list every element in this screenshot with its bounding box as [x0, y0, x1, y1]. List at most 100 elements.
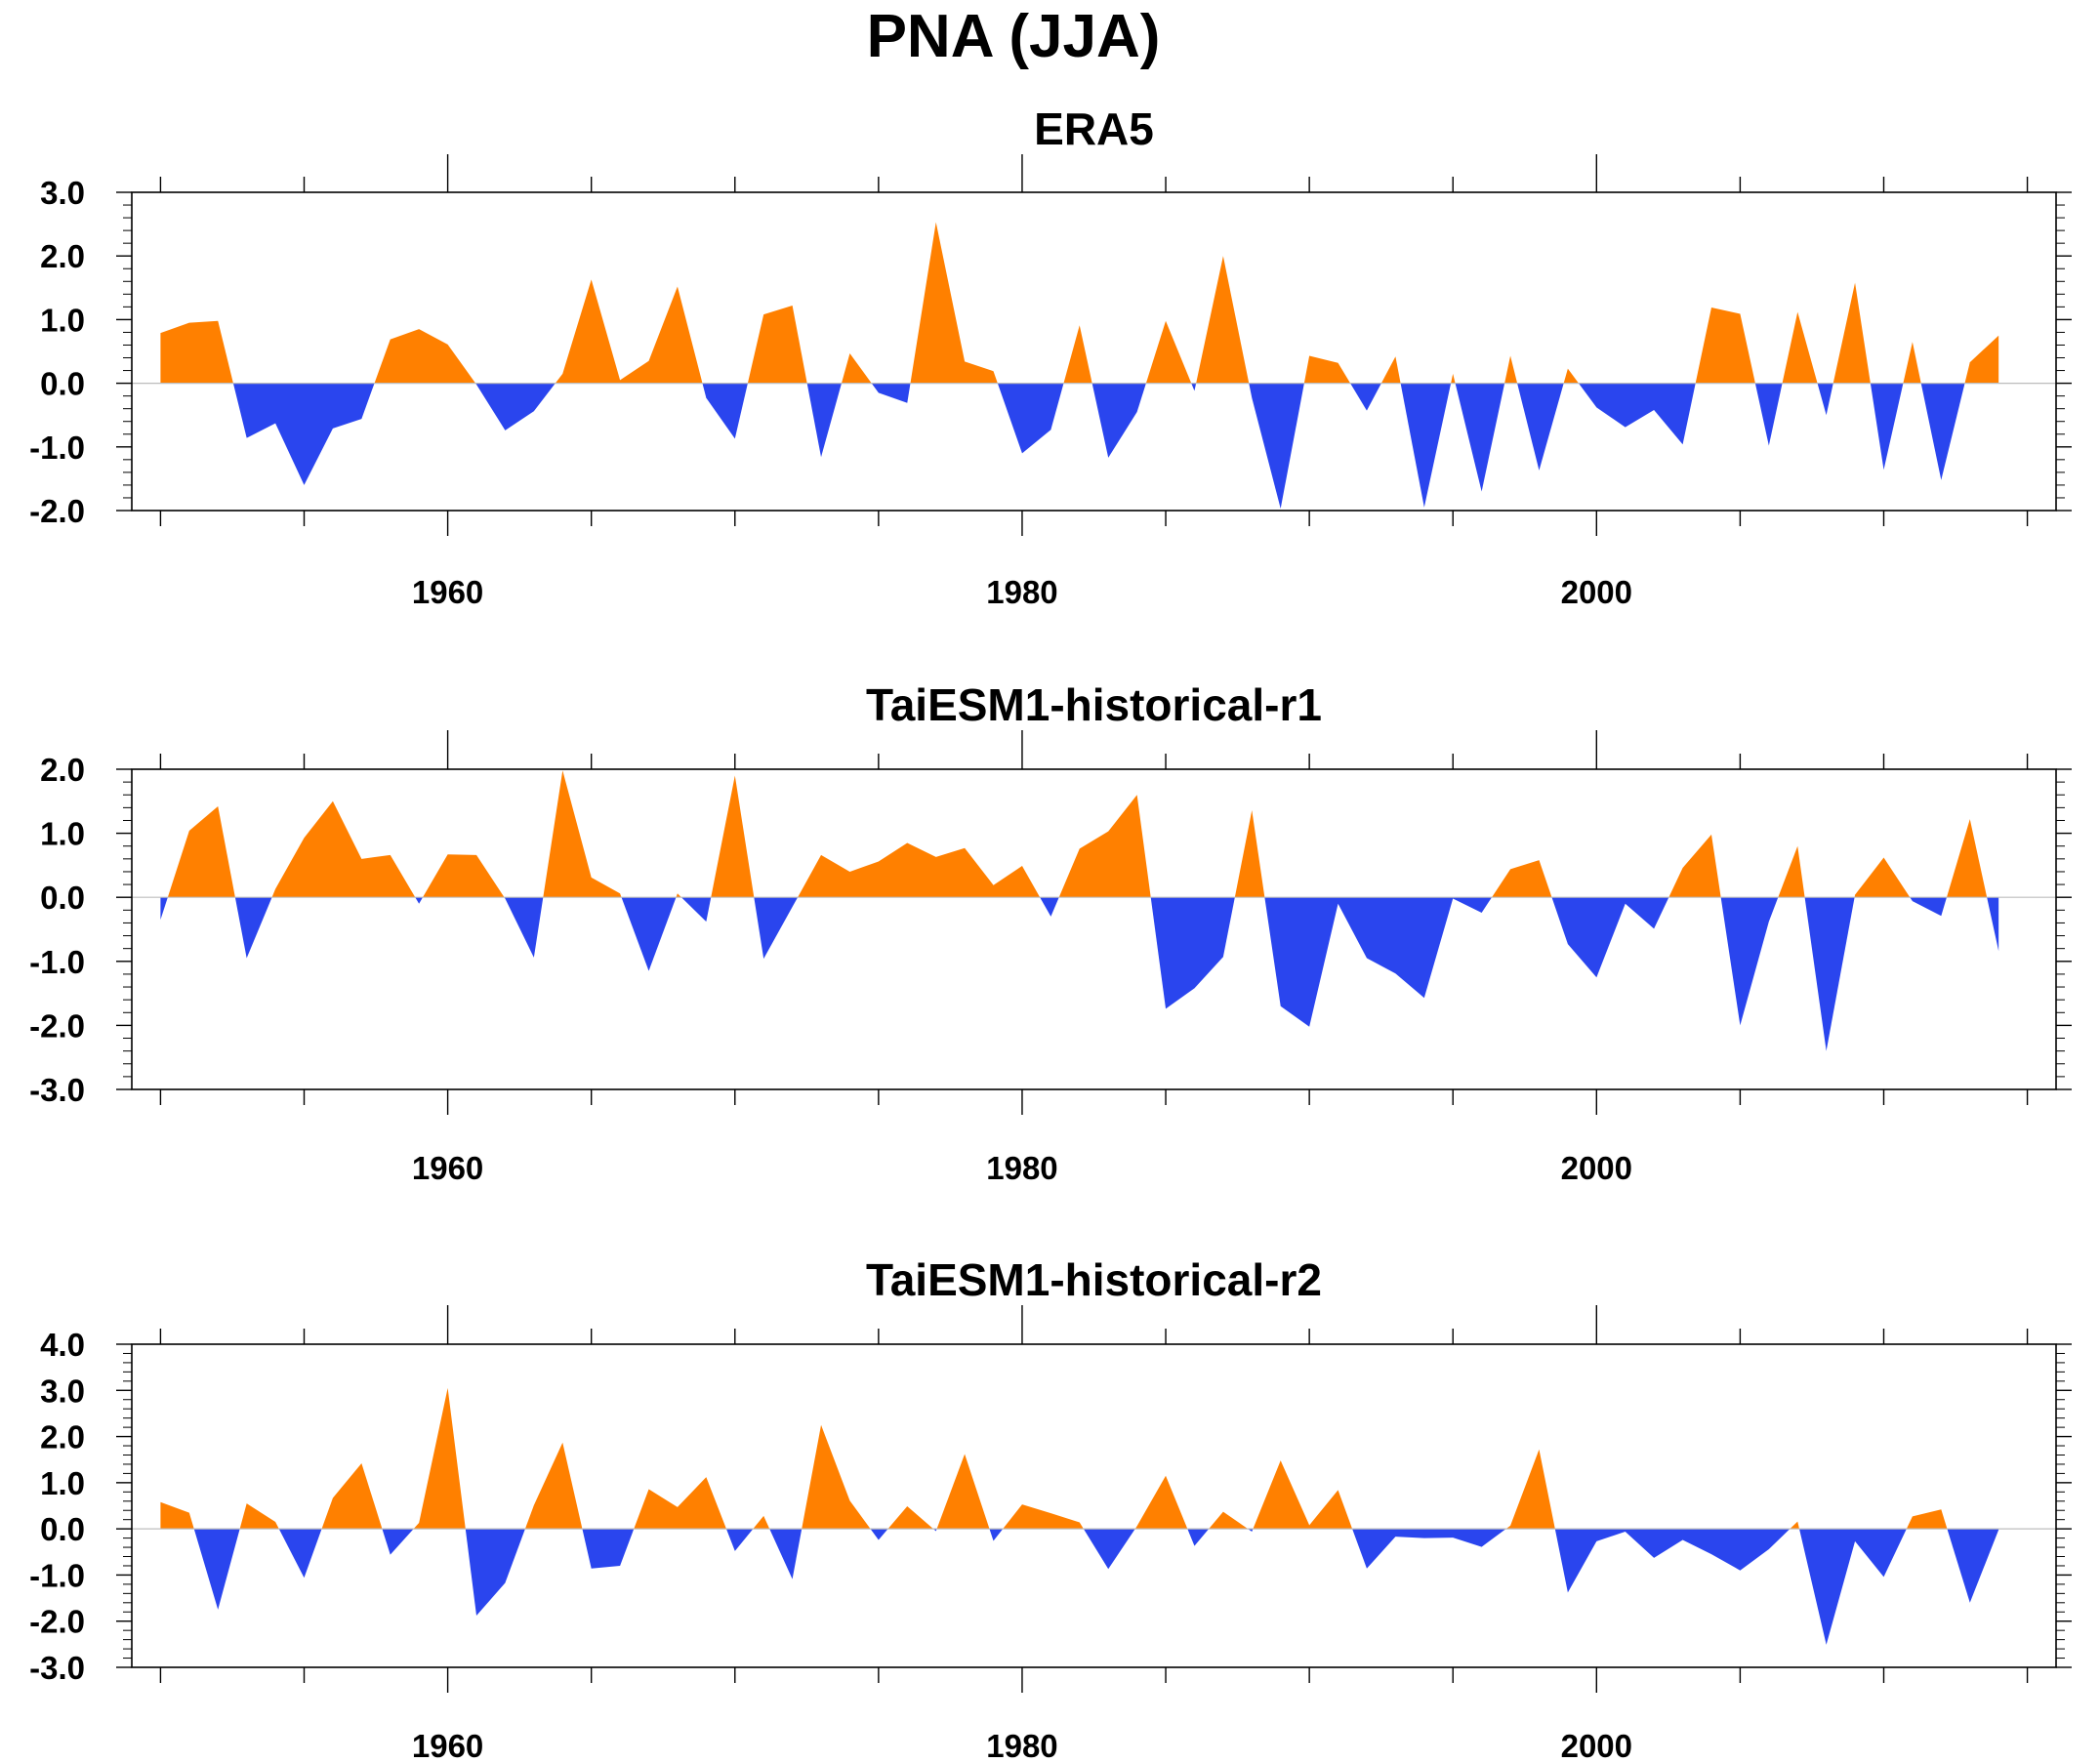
positive-area: [239, 1503, 279, 1530]
panel-title: ERA5: [1034, 103, 1154, 154]
data-point: [160, 920, 161, 921]
positive-area: [1234, 809, 1265, 898]
negative-area: [1987, 897, 1999, 952]
positive-area: [524, 1442, 583, 1530]
y-tick-label: 0.0: [40, 1511, 85, 1547]
positive-area: [160, 1501, 194, 1530]
negative-area: [1754, 383, 1783, 446]
positive-area: [1504, 355, 1518, 384]
positive-area: [747, 306, 807, 384]
negative-area: [1455, 383, 1505, 492]
negative-area: [1091, 383, 1146, 458]
y-tick-label: 4.0: [40, 1327, 85, 1363]
negative-area: [1352, 1529, 1506, 1569]
positive-area: [1492, 860, 1552, 898]
positive-area: [321, 1463, 383, 1530]
x-tick-label: 2000: [1561, 574, 1632, 610]
positive-area: [555, 279, 703, 384]
panel-taiesm1-r2: TaiESM1-historical-r2 4.0 3.0 2.0 1.0 0.0 -1.0…: [29, 1254, 2072, 1763]
y-tick-label: 3.0: [40, 1373, 85, 1409]
positive-area: [711, 775, 755, 898]
negative-area: [1554, 1529, 1791, 1593]
positive-area: [634, 1477, 726, 1530]
positive-area: [676, 893, 681, 898]
negative-area: [234, 897, 272, 959]
positive-area: [423, 854, 505, 898]
positive-area: [798, 842, 1041, 898]
positive-area: [1782, 311, 1818, 384]
negative-area: [1249, 383, 1304, 510]
negative-area: [1578, 383, 1696, 445]
positive-area: [841, 352, 872, 384]
y-tick-label: -2.0: [29, 1604, 85, 1640]
negative-area: [193, 1529, 240, 1610]
positive-area: [543, 770, 622, 898]
x-tick-label: 1960: [412, 574, 483, 610]
negative-area: [989, 1529, 1004, 1541]
positive-area: [1209, 1511, 1249, 1530]
negative-area: [1248, 1529, 1254, 1532]
positive-area: [802, 1424, 871, 1530]
negative-area: [1264, 897, 1493, 1027]
negative-area: [382, 1529, 414, 1555]
x-tick-label: 1980: [986, 1150, 1057, 1186]
negative-area: [1910, 897, 1947, 917]
positive-area: [1058, 795, 1151, 898]
positive-area: [1196, 256, 1250, 384]
positive-area: [1451, 373, 1456, 384]
positive-area: [1253, 1460, 1353, 1530]
y-tick-label: 1.0: [40, 1465, 85, 1501]
y-tick-label: -2.0: [29, 493, 85, 529]
negative-area: [415, 897, 423, 904]
negative-area: [1517, 383, 1564, 471]
positive-area: [271, 800, 416, 898]
y-tick-label: 2.0: [40, 1419, 85, 1456]
positive-area: [1063, 325, 1092, 384]
x-tick-label: 2000: [1561, 1150, 1632, 1186]
negative-area: [621, 897, 677, 971]
negative-area: [769, 1529, 803, 1579]
positive-area: [1145, 320, 1192, 384]
negative-area: [997, 383, 1064, 454]
negative-area: [1150, 897, 1235, 1009]
positive-area: [936, 1454, 990, 1530]
positive-area: [160, 320, 233, 384]
plot-frame: [131, 1343, 2057, 1668]
positive-area: [1134, 1475, 1188, 1530]
x-tick-label: 1960: [412, 1728, 483, 1763]
panel-title: TaiESM1-historical-r2: [866, 1254, 1322, 1305]
y-tick-label: -3.0: [29, 1650, 85, 1686]
negative-area: [1720, 897, 1779, 1026]
positive-area: [887, 1505, 933, 1530]
negative-area: [1920, 383, 1965, 480]
panel-era5: ERA5 3.0 2.0 1.0 0.0 -1.0 -2.0 1960 1980 2000: [29, 103, 2072, 610]
panel-taiesm1-r1: TaiESM1-historical-r1 2.0 1.0 0.0 -1.0 -2.0 -3…: [29, 679, 2072, 1186]
x-tick-label: 1960: [412, 1150, 483, 1186]
negative-area: [1870, 383, 1904, 471]
positive-area: [1906, 1509, 1948, 1530]
negative-area: [504, 897, 544, 958]
negative-area: [1551, 897, 1669, 978]
negative-area: [465, 1529, 525, 1617]
positive-area: [753, 1515, 770, 1530]
y-tick-label: -1.0: [29, 1557, 85, 1593]
positive-area: [910, 222, 998, 384]
x-tick-label: 1980: [986, 1728, 1057, 1763]
y-tick-label: -3.0: [29, 1072, 85, 1108]
positive-area: [1964, 335, 1999, 384]
y-tick-label: 0.0: [40, 880, 85, 916]
negative-area: [702, 383, 748, 439]
y-tick-label: 0.0: [40, 366, 85, 402]
positive-area: [1832, 282, 1871, 384]
negative-area: [160, 897, 168, 921]
y-tick-label: 2.0: [40, 752, 85, 788]
negative-area: [278, 1529, 322, 1578]
positive-area: [413, 1387, 466, 1530]
data-point: [1998, 951, 1999, 952]
negative-area: [871, 383, 911, 403]
positive-area: [1003, 1504, 1084, 1530]
positive-area: [1695, 308, 1755, 384]
positive-area: [1946, 819, 1988, 898]
x-tick-label: 1980: [986, 574, 1057, 610]
